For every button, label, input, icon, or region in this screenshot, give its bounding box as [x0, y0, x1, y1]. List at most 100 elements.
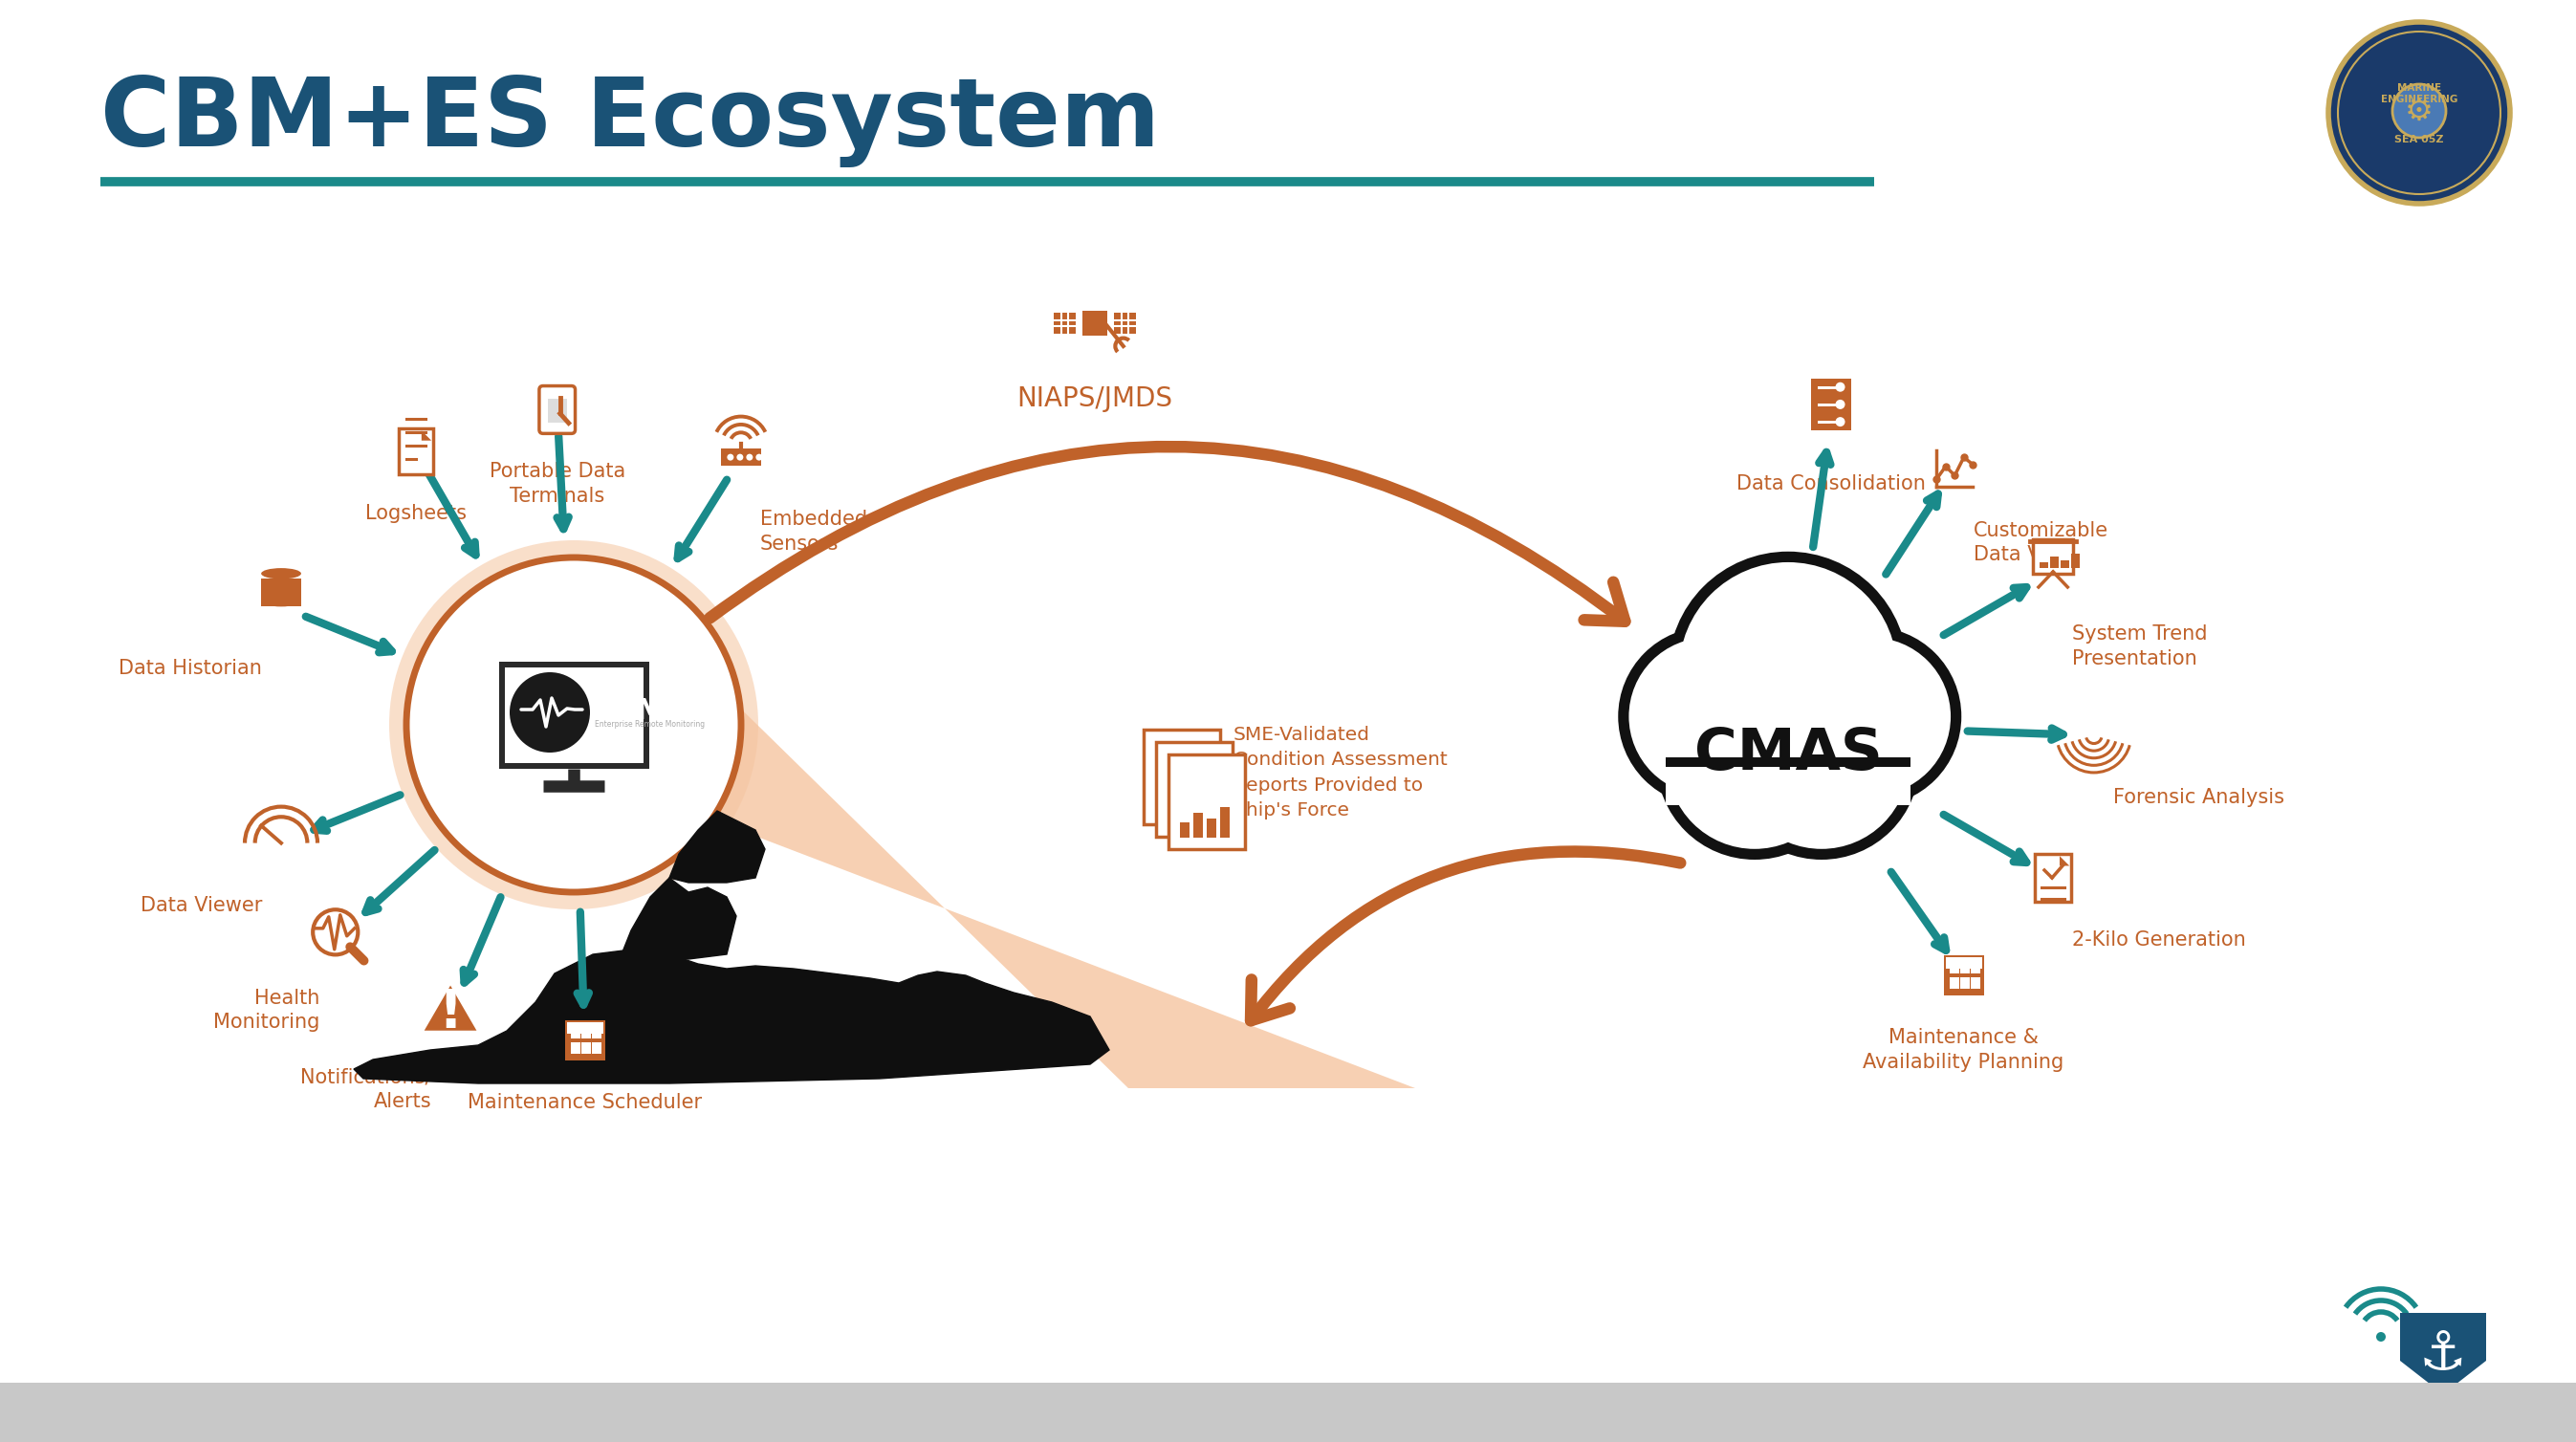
FancyBboxPatch shape	[1942, 956, 1984, 995]
FancyBboxPatch shape	[592, 1027, 600, 1038]
FancyBboxPatch shape	[1170, 754, 1244, 849]
FancyBboxPatch shape	[1950, 978, 1958, 989]
Text: eRM: eRM	[595, 696, 667, 724]
FancyBboxPatch shape	[592, 1043, 600, 1054]
Text: 2-Kilo Generation: 2-Kilo Generation	[2071, 930, 2246, 949]
FancyBboxPatch shape	[2032, 539, 2074, 574]
Circle shape	[1788, 633, 1955, 800]
Text: NIAPS/JMDS: NIAPS/JMDS	[1018, 385, 1172, 412]
FancyBboxPatch shape	[1154, 797, 1164, 813]
Polygon shape	[422, 431, 430, 441]
FancyBboxPatch shape	[1950, 962, 1958, 973]
FancyBboxPatch shape	[1170, 787, 1177, 813]
Circle shape	[737, 454, 744, 460]
Text: SEA 05Z: SEA 05Z	[2396, 136, 2445, 144]
Text: Data Historian: Data Historian	[118, 659, 263, 678]
FancyBboxPatch shape	[505, 668, 644, 763]
FancyBboxPatch shape	[1113, 313, 1136, 333]
Circle shape	[1695, 640, 1880, 825]
FancyBboxPatch shape	[1971, 978, 1981, 989]
Text: Notifications/
Alerts: Notifications/ Alerts	[299, 1069, 430, 1112]
Circle shape	[1728, 669, 1914, 854]
FancyBboxPatch shape	[569, 1043, 580, 1054]
Bar	[260, 580, 301, 593]
FancyBboxPatch shape	[564, 1019, 605, 1060]
Circle shape	[1662, 669, 1847, 854]
Text: ⚓: ⚓	[2419, 1328, 2468, 1380]
Bar	[1945, 957, 1981, 969]
FancyBboxPatch shape	[549, 398, 567, 423]
Ellipse shape	[260, 596, 301, 607]
Circle shape	[1623, 633, 1790, 800]
Circle shape	[1793, 637, 1950, 796]
FancyBboxPatch shape	[1206, 819, 1216, 838]
Circle shape	[1837, 382, 1844, 392]
Ellipse shape	[260, 583, 301, 593]
FancyBboxPatch shape	[2040, 562, 2048, 568]
Bar	[260, 593, 301, 607]
Circle shape	[1628, 637, 1788, 796]
FancyBboxPatch shape	[1157, 743, 1231, 836]
Bar	[567, 1022, 603, 1034]
FancyBboxPatch shape	[1167, 810, 1177, 825]
Text: CMAS: CMAS	[1695, 725, 1883, 782]
Text: ⚙: ⚙	[2406, 95, 2434, 127]
Polygon shape	[2061, 857, 2069, 865]
Text: Portable Data
Terminals: Portable Data Terminals	[489, 463, 626, 506]
FancyBboxPatch shape	[1208, 795, 1218, 825]
FancyBboxPatch shape	[2035, 854, 2071, 901]
Circle shape	[726, 454, 734, 460]
Circle shape	[1680, 562, 1896, 780]
FancyBboxPatch shape	[1811, 379, 1850, 395]
FancyArrowPatch shape	[711, 447, 1625, 622]
Circle shape	[1667, 675, 1842, 849]
Polygon shape	[2401, 1312, 2486, 1394]
FancyArrowPatch shape	[1252, 852, 1680, 1021]
Polygon shape	[425, 985, 477, 1031]
Text: Customizable
Data View: Customizable Data View	[1973, 521, 2110, 564]
Circle shape	[2393, 84, 2447, 137]
Text: Data Viewer: Data Viewer	[139, 895, 263, 914]
Text: Enterprise Remote Monitoring: Enterprise Remote Monitoring	[595, 721, 706, 730]
FancyBboxPatch shape	[721, 448, 760, 466]
Bar	[0, 1383, 2576, 1442]
Circle shape	[1690, 636, 1886, 831]
Text: Health
Monitoring: Health Monitoring	[214, 989, 319, 1032]
Circle shape	[747, 454, 752, 460]
FancyBboxPatch shape	[1960, 978, 1968, 989]
FancyBboxPatch shape	[1971, 962, 1981, 973]
Text: System Trend
Presentation: System Trend Presentation	[2071, 624, 2208, 668]
FancyBboxPatch shape	[1193, 813, 1203, 838]
Circle shape	[2375, 1332, 2385, 1341]
Text: Data Consolidation: Data Consolidation	[1736, 474, 1924, 493]
Circle shape	[1837, 399, 1844, 410]
Polygon shape	[670, 810, 765, 883]
FancyBboxPatch shape	[582, 1027, 590, 1038]
FancyBboxPatch shape	[582, 1043, 590, 1054]
Circle shape	[2329, 22, 2509, 203]
Polygon shape	[621, 878, 737, 959]
Circle shape	[1837, 417, 1844, 427]
Polygon shape	[353, 949, 1110, 1083]
FancyBboxPatch shape	[399, 428, 433, 474]
Bar	[1667, 761, 1911, 805]
FancyBboxPatch shape	[1195, 806, 1203, 825]
FancyBboxPatch shape	[1180, 800, 1190, 825]
Circle shape	[1674, 558, 1901, 784]
FancyBboxPatch shape	[1811, 414, 1850, 430]
Text: Maintenance Scheduler: Maintenance Scheduler	[466, 1093, 701, 1112]
FancyBboxPatch shape	[1811, 397, 1850, 412]
FancyBboxPatch shape	[1054, 313, 1077, 333]
Circle shape	[510, 672, 590, 753]
FancyBboxPatch shape	[1221, 808, 1229, 838]
FancyBboxPatch shape	[1180, 822, 1190, 838]
FancyBboxPatch shape	[1960, 962, 1968, 973]
Polygon shape	[665, 634, 1414, 1089]
FancyBboxPatch shape	[1144, 730, 1221, 825]
Ellipse shape	[260, 568, 301, 580]
FancyBboxPatch shape	[538, 386, 574, 434]
Circle shape	[407, 558, 742, 893]
Text: !: !	[438, 986, 464, 1038]
Text: Logsheets: Logsheets	[366, 505, 466, 523]
Text: Forensic Analysis: Forensic Analysis	[2112, 789, 2285, 808]
